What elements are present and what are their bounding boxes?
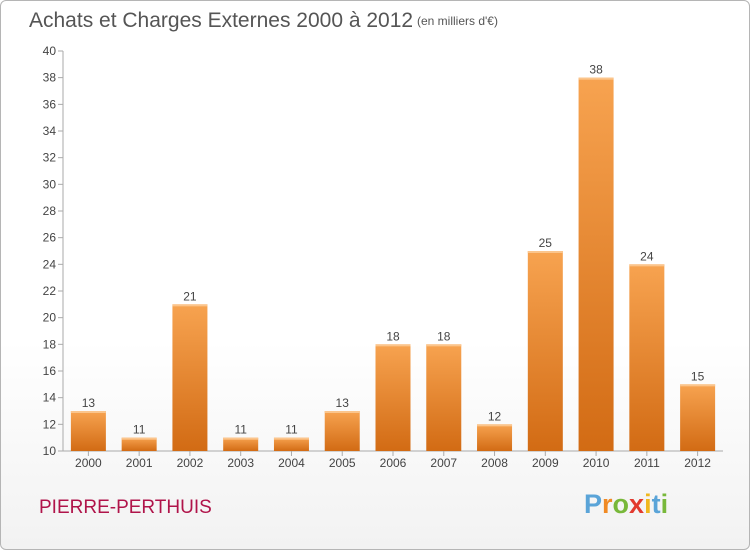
bar-top-edge [121,437,157,440]
bar [273,437,309,451]
bar-top-edge [375,344,411,347]
y-tick-label: 14 [43,391,57,405]
y-tick-label: 18 [43,337,57,351]
bar-top-edge [527,251,563,253]
logo-letter: i [660,489,669,519]
x-tick-label: 2010 [583,456,610,470]
y-tick-label: 22 [43,284,57,298]
bar [680,384,716,451]
data-label: 11 [234,423,247,437]
bar [70,411,106,451]
bar-top-edge [629,264,665,267]
y-tick-label: 28 [43,204,57,218]
proxiti-logo: Proxiti [584,489,668,520]
bar [426,344,462,451]
x-tick-label: 2003 [227,456,254,470]
x-tick-label: 2006 [380,456,407,470]
bar-top-edge [578,77,614,80]
y-tick-label: 36 [43,97,57,111]
bar-top-edge [324,411,360,413]
x-tick-label: 2005 [329,456,356,470]
bar [172,304,208,451]
data-label: 18 [437,329,451,343]
y-tick-label: 26 [43,231,57,245]
bar-top-edge [273,437,309,440]
data-label: 15 [691,369,705,383]
data-label: 11 [133,423,146,437]
x-tick-label: 2007 [430,456,457,470]
data-label: 12 [488,409,502,423]
bar-top-edge [172,304,208,307]
y-tick-label: 40 [43,44,57,58]
bar [223,437,259,451]
bar [121,437,157,451]
chart-subtitle: (en milliers d'€) [417,14,498,28]
chart-title: Achats et Charges Externes 2000 à 2012 [29,9,414,32]
x-tick-label: 2004 [278,456,305,470]
data-label: 21 [183,289,197,303]
data-label: 13 [82,396,96,410]
data-label: 24 [640,249,654,263]
y-tick-label: 20 [43,311,57,325]
bar-top-edge [680,384,716,387]
data-label: 38 [589,63,603,77]
logo-letter: r [602,489,613,519]
bar [629,264,665,451]
y-tick-label: 10 [43,444,57,458]
x-tick-label: 2002 [177,456,204,470]
y-tick-label: 30 [43,177,57,191]
logo-letter: P [584,489,603,519]
x-tick-label: 2009 [532,456,559,470]
x-tick-label: 2011 [634,456,660,470]
bar-top-edge [426,344,462,347]
logo-letter: i [644,489,652,519]
data-label: 25 [539,236,553,250]
data-label: 13 [336,396,350,410]
x-tick-label: 2000 [75,456,102,470]
logo-letter: t [651,489,661,519]
x-tick-label: 2008 [481,456,508,470]
commune-name: PIERRE-PERTHUIS [39,497,212,518]
bar [578,77,614,452]
bar [477,424,513,451]
bar [375,344,411,451]
y-tick-label: 38 [43,71,57,85]
data-label: 18 [386,329,400,343]
y-tick-label: 16 [43,364,57,378]
logo-letter: o [612,489,630,519]
y-tick-label: 32 [43,151,57,165]
x-tick-label: 2001 [126,456,153,470]
bar-top-edge [223,437,259,440]
bar [324,411,360,451]
x-tick-label: 2012 [684,456,711,470]
y-tick-label: 12 [43,417,57,431]
bar [527,251,563,451]
bar-top-edge [70,411,106,413]
logo-letter: x [629,489,645,519]
bar-top-edge [477,424,513,427]
y-tick-label: 24 [43,257,57,271]
chart-bars: 13 11 21 11 11 13 18 18 12 25 38 24 15 [70,63,716,452]
data-label: 11 [285,423,298,437]
y-tick-label: 34 [43,124,57,138]
